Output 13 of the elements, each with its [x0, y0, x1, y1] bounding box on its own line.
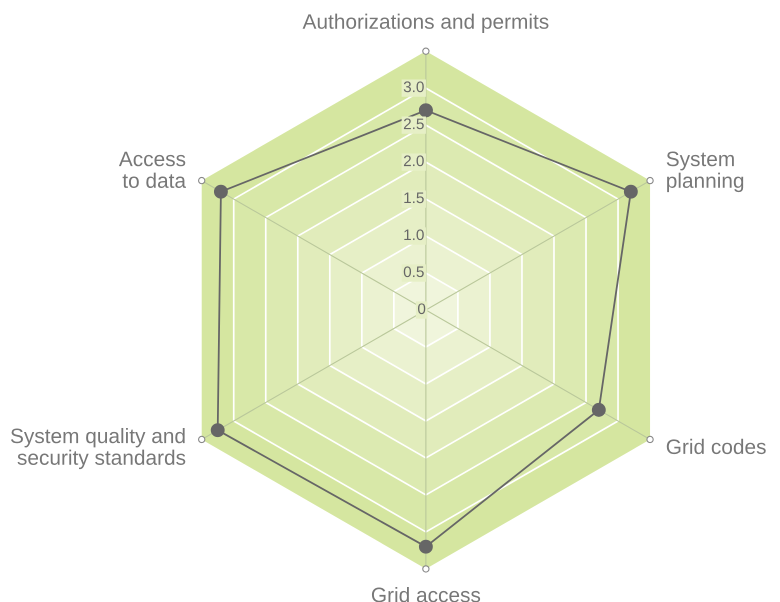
- y-tick-label: 2.5: [404, 118, 424, 130]
- spoke-label: Authorizations and permits: [302, 14, 548, 34]
- spoke-label: Access to data: [118, 152, 186, 188]
- spoke-label: System quality and security standards: [10, 428, 186, 470]
- spoke-label: Grid codes: [666, 438, 766, 454]
- spoke-label: System planning: [666, 152, 744, 192]
- y-tick-label: 2.0: [404, 155, 424, 166]
- y-tick-label: 0.5: [404, 266, 424, 278]
- y-tick-label: 1.0: [404, 229, 424, 240]
- y-tick-label: 0: [418, 303, 426, 314]
- y-tick-label: 1.5: [404, 192, 424, 204]
- spoke-label: Grid access: [372, 587, 480, 602]
- y-tick-label: 3.0: [404, 81, 424, 92]
